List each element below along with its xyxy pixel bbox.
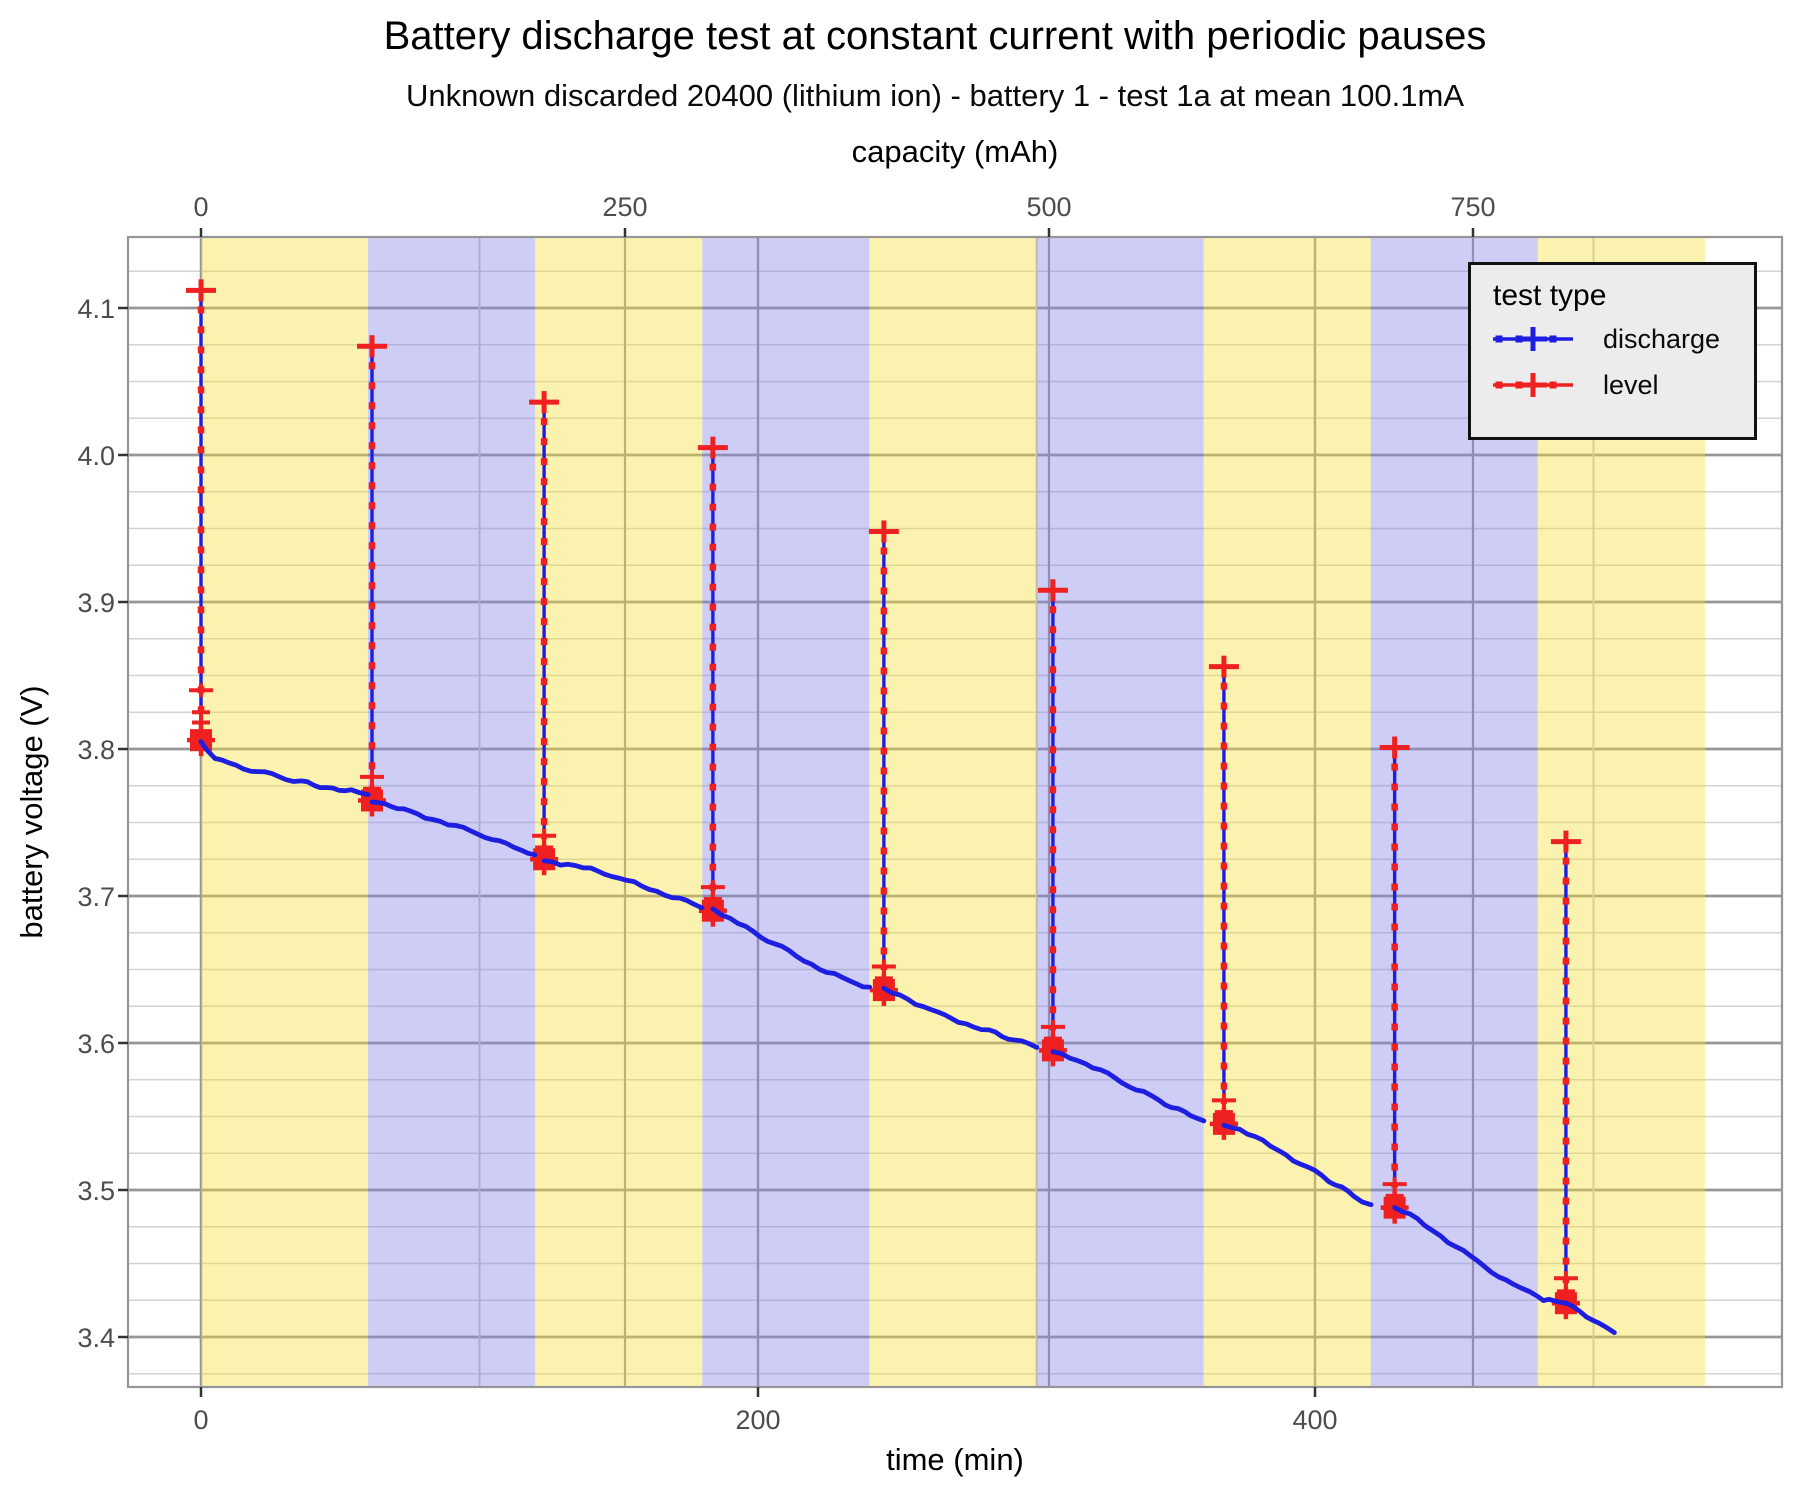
left-axis-title: battery voltage (V)	[14, 685, 49, 939]
capacity-tick-label: 250	[602, 192, 647, 222]
discharge-curve	[198, 739, 371, 797]
y-tick-label: 4.0	[77, 441, 115, 471]
band-lavender	[702, 237, 870, 1387]
x-tick-label: 400	[1292, 1405, 1337, 1435]
legend-key-level	[1493, 373, 1573, 397]
band-yellow	[201, 237, 369, 1387]
bottom-axis-title: time (min)	[886, 1442, 1024, 1477]
discharge-curve	[1221, 1122, 1374, 1208]
legend-key-discharge	[1493, 327, 1573, 351]
top-axis-title: capacity (mAh)	[851, 134, 1059, 169]
y-tick-label: 4.1	[77, 294, 115, 324]
band-yellow	[535, 237, 703, 1387]
legend-label: level	[1603, 369, 1659, 400]
discharge-curve	[369, 799, 538, 858]
capacity-tick-label: 0	[193, 192, 208, 222]
legend-label: discharge	[1603, 323, 1721, 354]
band-lavender	[1036, 237, 1204, 1387]
y-tick-label: 3.9	[77, 588, 115, 618]
y-tick-label: 3.7	[77, 882, 115, 912]
capacity-tick-label: 500	[1026, 192, 1071, 222]
chart-subtitle: Unknown discarded 20400 (lithium ion) - …	[406, 78, 1464, 113]
x-tick-label: 200	[735, 1405, 780, 1435]
discharge-curve	[1050, 1049, 1207, 1124]
chart-title: Battery discharge test at constant curre…	[383, 14, 1487, 58]
legend-item-discharge: discharge	[1491, 323, 1754, 355]
y-tick-label: 3.8	[77, 735, 115, 765]
band-yellow	[1203, 237, 1371, 1387]
discharge-curve	[710, 906, 873, 990]
discharge-curve	[1563, 1300, 1617, 1335]
discharge-curve	[1392, 1205, 1569, 1306]
legend: test type discharge level	[1468, 262, 1757, 440]
legend-item-level: level	[1491, 369, 1754, 401]
y-tick-label: 3.4	[77, 1323, 115, 1353]
y-tick-label: 3.6	[77, 1029, 115, 1059]
capacity-tick-label: 750	[1450, 192, 1495, 222]
band-yellow	[869, 237, 1037, 1387]
legend-title: test type	[1493, 279, 1607, 312]
panel-border	[126, 235, 1784, 1389]
discharge-curve	[881, 985, 1040, 1050]
y-tick-label: 3.5	[77, 1176, 115, 1206]
band-lavender	[368, 237, 536, 1387]
x-tick-label: 0	[193, 1405, 208, 1435]
discharge-curve	[541, 858, 705, 911]
